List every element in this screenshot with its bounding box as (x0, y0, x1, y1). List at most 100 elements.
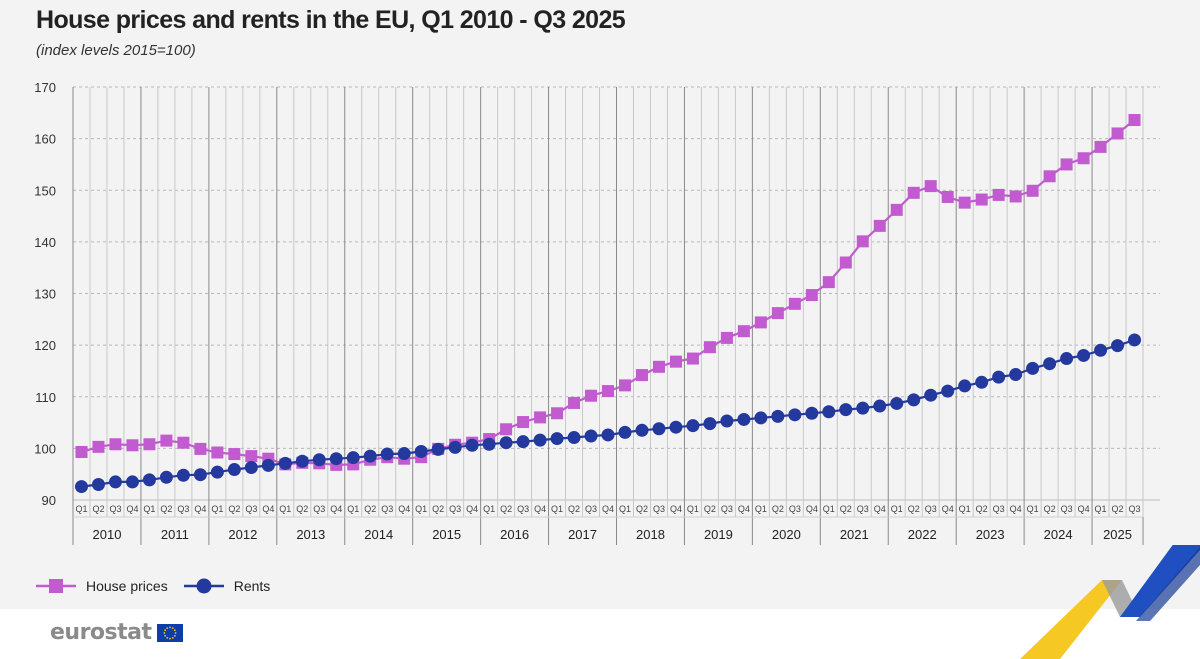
rents-point[interactable] (278, 456, 292, 470)
house-prices-point[interactable] (754, 316, 767, 329)
rents-point[interactable] (941, 384, 955, 398)
house-prices-point[interactable] (1009, 190, 1022, 203)
rents-point[interactable] (839, 403, 853, 417)
house-prices-point[interactable] (517, 416, 530, 429)
rents-point[interactable] (771, 409, 785, 423)
rents-point[interactable] (720, 414, 734, 428)
rents-point[interactable] (975, 375, 989, 389)
rents-point[interactable] (125, 475, 139, 489)
eurostat-logo[interactable]: eurostat (50, 620, 183, 645)
rents-point[interactable] (193, 468, 207, 482)
house-prices-point[interactable] (92, 440, 105, 453)
house-prices-point[interactable] (822, 276, 835, 289)
rents-point[interactable] (703, 417, 717, 431)
house-prices-point[interactable] (585, 389, 598, 402)
house-prices-point[interactable] (839, 256, 852, 269)
rents-point[interactable] (448, 440, 462, 454)
house-prices-point[interactable] (1094, 140, 1107, 153)
house-prices-point[interactable] (160, 434, 173, 447)
house-prices-point[interactable] (534, 411, 547, 424)
rents-point[interactable] (465, 438, 479, 452)
rents-point[interactable] (652, 422, 666, 436)
rents-point[interactable] (91, 478, 105, 492)
rents-point[interactable] (1009, 368, 1023, 382)
rents-point[interactable] (924, 388, 938, 402)
rents-point[interactable] (890, 396, 904, 410)
rents-point[interactable] (329, 452, 343, 466)
rents-point[interactable] (584, 429, 598, 443)
house-prices-point[interactable] (228, 448, 241, 461)
rents-point[interactable] (482, 437, 496, 451)
rents-point[interactable] (737, 412, 751, 426)
house-prices-point[interactable] (1026, 184, 1039, 197)
house-prices-point[interactable] (788, 297, 801, 310)
legend-item-rents[interactable]: Rents (182, 578, 270, 594)
house-prices-point[interactable] (194, 442, 207, 455)
house-prices-point[interactable] (907, 186, 920, 199)
house-prices-point[interactable] (568, 396, 581, 409)
rents-point[interactable] (567, 431, 581, 445)
rents-point[interactable] (1094, 343, 1108, 357)
rents-point[interactable] (873, 399, 887, 413)
house-prices-point[interactable] (1111, 127, 1124, 140)
house-prices-point[interactable] (856, 235, 869, 248)
house-prices-point[interactable] (245, 450, 258, 463)
house-prices-point[interactable] (143, 438, 156, 451)
rents-point[interactable] (788, 408, 802, 422)
rents-point[interactable] (805, 406, 819, 420)
house-prices-point[interactable] (992, 188, 1005, 201)
house-prices-point[interactable] (177, 436, 190, 449)
house-prices-point[interactable] (771, 307, 784, 320)
rents-point[interactable] (1026, 361, 1040, 375)
house-prices-point[interactable] (551, 407, 564, 420)
rents-point[interactable] (363, 449, 377, 463)
rents-point[interactable] (74, 480, 88, 494)
house-prices-point[interactable] (941, 190, 954, 203)
rents-point[interactable] (1077, 348, 1091, 362)
house-prices-point[interactable] (669, 355, 682, 368)
house-prices-point[interactable] (686, 352, 699, 365)
house-prices-point[interactable] (924, 180, 937, 193)
rents-point[interactable] (346, 451, 360, 465)
rents-point[interactable] (822, 405, 836, 419)
rents-point[interactable] (907, 393, 921, 407)
rents-point[interactable] (108, 475, 122, 489)
rents-point[interactable] (159, 470, 173, 484)
rents-point[interactable] (499, 436, 513, 450)
rents-point[interactable] (1060, 352, 1074, 366)
rents-point[interactable] (618, 425, 632, 439)
house-prices-point[interactable] (975, 193, 988, 206)
rents-point[interactable] (686, 419, 700, 433)
house-prices-point[interactable] (1060, 158, 1073, 171)
rents-point[interactable] (380, 447, 394, 461)
house-prices-point[interactable] (635, 369, 648, 382)
rents-point[interactable] (1128, 333, 1142, 347)
rents-point[interactable] (431, 442, 445, 456)
rents-point[interactable] (261, 458, 275, 472)
rents-point[interactable] (550, 432, 564, 446)
house-prices-point[interactable] (652, 360, 665, 373)
rents-point[interactable] (227, 463, 241, 477)
legend-item-house-prices[interactable]: House prices (34, 578, 168, 594)
rents-point[interactable] (601, 428, 615, 442)
rents-point[interactable] (669, 420, 683, 434)
house-prices-point[interactable] (873, 219, 886, 232)
house-prices-point[interactable] (75, 445, 88, 458)
house-prices-point[interactable] (109, 438, 122, 451)
house-prices-point[interactable] (126, 439, 139, 452)
rents-point[interactable] (516, 435, 530, 449)
rents-point[interactable] (856, 401, 870, 415)
rents-point[interactable] (1111, 339, 1125, 353)
rents-point[interactable] (176, 468, 190, 482)
rents-point[interactable] (958, 379, 972, 393)
rents-point[interactable] (635, 423, 649, 437)
rents-point[interactable] (992, 370, 1006, 384)
rents-point[interactable] (397, 447, 411, 461)
house-prices-point[interactable] (805, 289, 818, 302)
rents-point[interactable] (533, 433, 547, 447)
rents-point[interactable] (142, 473, 156, 487)
rents-point[interactable] (1043, 357, 1057, 371)
house-prices-point[interactable] (958, 196, 971, 209)
rents-point[interactable] (414, 444, 428, 458)
house-prices-point[interactable] (737, 325, 750, 338)
